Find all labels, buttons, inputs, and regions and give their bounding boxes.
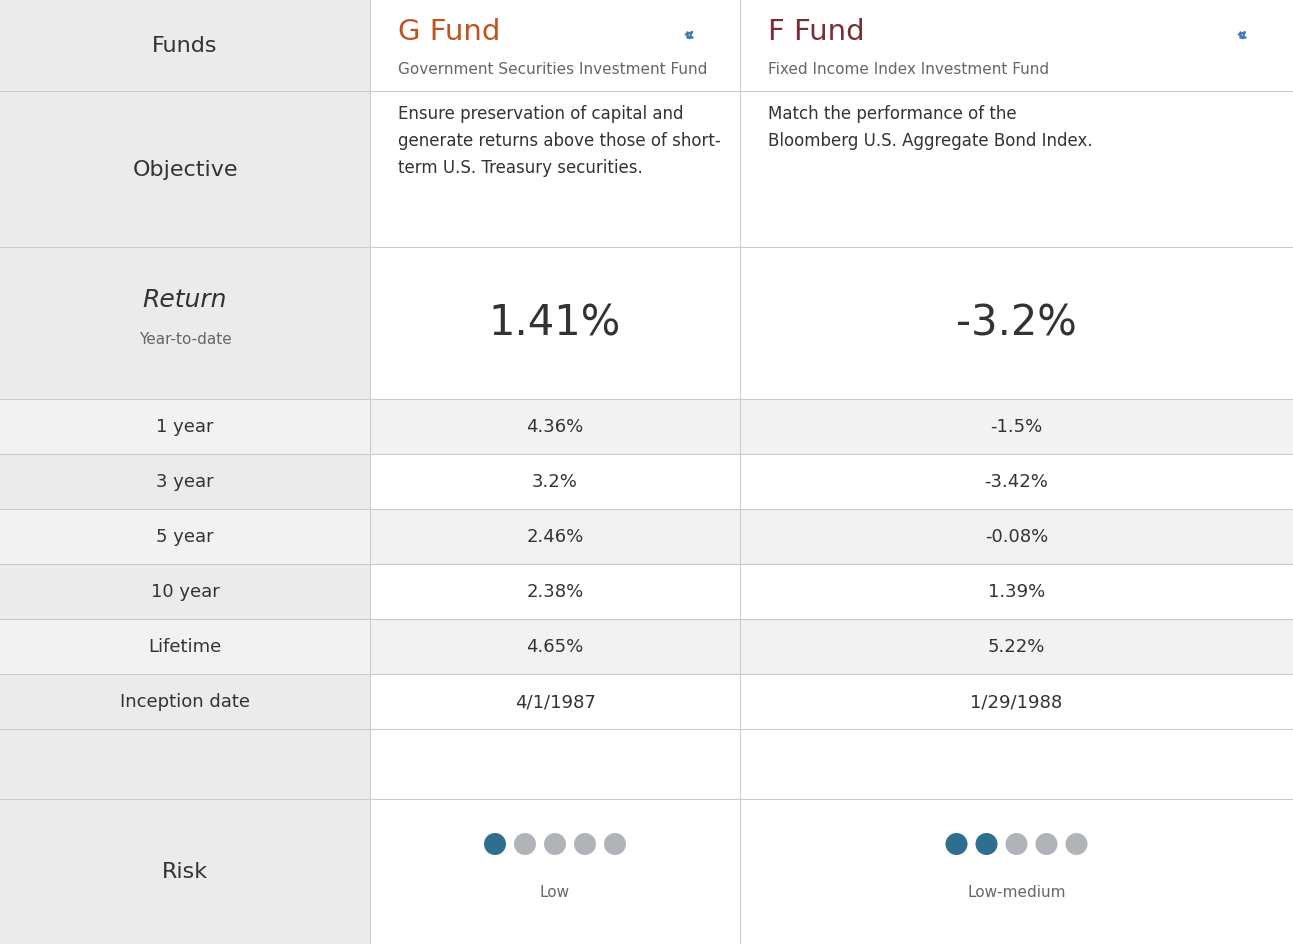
Text: Low: Low <box>540 885 570 900</box>
Ellipse shape <box>604 834 626 855</box>
Ellipse shape <box>574 834 596 855</box>
Text: 1.39%: 1.39% <box>988 582 1045 601</box>
Bar <box>0 510 370 565</box>
Ellipse shape <box>1006 834 1028 855</box>
Text: Objective: Objective <box>132 160 238 179</box>
Text: Low-medium: Low-medium <box>967 885 1065 900</box>
Text: 1/29/1988: 1/29/1988 <box>970 693 1063 711</box>
Text: Inception date: Inception date <box>120 693 250 711</box>
Bar <box>0 92 370 247</box>
Text: -3.2%: -3.2% <box>956 303 1077 345</box>
Text: 10 year: 10 year <box>150 582 220 601</box>
Text: 5 year: 5 year <box>156 528 213 546</box>
Bar <box>0 510 1293 565</box>
Bar <box>0 619 370 674</box>
Text: Ensure preservation of capital and
generate returns above those of short-
term U: Ensure preservation of capital and gener… <box>398 105 720 177</box>
Ellipse shape <box>1036 834 1058 855</box>
Text: G Fund: G Fund <box>398 18 500 46</box>
Bar <box>370 247 1293 399</box>
Bar <box>0 565 370 619</box>
Text: Fixed Income Index Investment Fund: Fixed Income Index Investment Fund <box>768 62 1049 76</box>
Text: -3.42%: -3.42% <box>984 473 1049 491</box>
Text: Year-to-date: Year-to-date <box>138 332 231 347</box>
Bar <box>0 619 1293 674</box>
Bar <box>370 0 1293 92</box>
Ellipse shape <box>1065 834 1087 855</box>
Text: Risk: Risk <box>162 862 208 882</box>
Text: Funds: Funds <box>153 36 217 56</box>
Bar <box>0 247 370 399</box>
Text: 3.2%: 3.2% <box>531 473 578 491</box>
Text: Return: Return <box>142 288 228 312</box>
Text: 4.36%: 4.36% <box>526 418 583 436</box>
Ellipse shape <box>515 834 537 855</box>
Bar <box>0 399 370 454</box>
Ellipse shape <box>945 834 967 855</box>
Text: Government Securities Investment Fund: Government Securities Investment Fund <box>398 62 707 76</box>
Ellipse shape <box>544 834 566 855</box>
Bar <box>370 565 1293 619</box>
Bar <box>0 454 370 510</box>
Text: 2.38%: 2.38% <box>526 582 583 601</box>
Bar <box>0 399 1293 454</box>
Bar <box>0 729 370 800</box>
Text: -1.5%: -1.5% <box>990 418 1042 436</box>
Text: 2.46%: 2.46% <box>526 528 583 546</box>
Bar <box>370 454 1293 510</box>
Text: 3 year: 3 year <box>156 473 213 491</box>
Bar <box>370 800 1293 944</box>
Text: 5.22%: 5.22% <box>988 638 1045 656</box>
Text: 1 year: 1 year <box>156 418 213 436</box>
Bar <box>370 399 1293 454</box>
Bar <box>370 619 1293 674</box>
Bar <box>370 729 1293 800</box>
Text: 1.41%: 1.41% <box>489 303 621 345</box>
Bar <box>370 674 1293 729</box>
Bar <box>370 92 1293 247</box>
Text: -0.08%: -0.08% <box>985 528 1049 546</box>
Bar <box>0 674 370 729</box>
Text: Match the performance of the
Bloomberg U.S. Aggregate Bond Index.: Match the performance of the Bloomberg U… <box>768 105 1093 150</box>
Text: Lifetime: Lifetime <box>149 638 221 656</box>
Ellipse shape <box>975 834 997 855</box>
Text: 4.65%: 4.65% <box>526 638 583 656</box>
Bar <box>370 510 1293 565</box>
Text: F Fund: F Fund <box>768 18 865 46</box>
Bar <box>0 800 370 944</box>
Bar <box>0 0 370 92</box>
Ellipse shape <box>484 834 506 855</box>
Text: 4/1/1987: 4/1/1987 <box>515 693 596 711</box>
